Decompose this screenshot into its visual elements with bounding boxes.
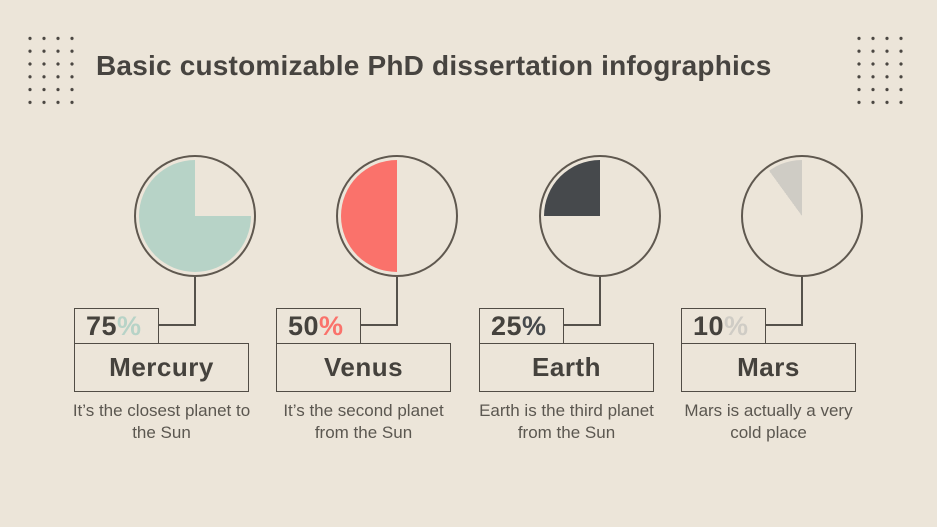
planet-card-mars: 10% Mars Mars is actually a very cold pl…: [681, 155, 863, 465]
pie-chart-venus: [336, 155, 458, 277]
connector-line-vertical: [801, 277, 803, 325]
percent-value: 25: [491, 310, 523, 341]
connector-line-horizontal: [360, 324, 398, 326]
pie-slice-venus: [341, 160, 453, 272]
pie-slice-mars: [746, 160, 858, 272]
planet-card-venus: 50% Venus It’s the second planet from th…: [276, 155, 458, 465]
planet-name-box-venus: Venus: [276, 343, 451, 392]
percent-sign: %: [522, 310, 547, 341]
percent-box-venus: 50%: [276, 308, 361, 343]
planet-name-box-mars: Mars: [681, 343, 856, 392]
planet-name: Mars: [737, 352, 800, 382]
planet-description: It’s the closest planet to the Sun: [72, 401, 251, 442]
connector-line-vertical: [396, 277, 398, 325]
planet-name: Earth: [532, 352, 601, 382]
percent-sign: %: [117, 310, 142, 341]
connector-line-vertical: [599, 277, 601, 325]
slide-title: Basic customizable PhD dissertation info…: [96, 50, 772, 81]
percent-value: 50: [288, 310, 320, 341]
planet-card-mercury: 75% Mercury It’s the closest planet to t…: [73, 155, 256, 465]
percent-box-earth: 25%: [479, 308, 564, 343]
planet-name: Mercury: [109, 352, 214, 382]
dot-grid-decoration-left: [23, 32, 79, 109]
percent-box-mercury: 75%: [74, 308, 159, 343]
dot-grid-decoration-right: [852, 32, 908, 109]
percent-value: 10: [693, 310, 725, 341]
pie-chart-earth: [539, 155, 661, 277]
percent-sign: %: [724, 310, 749, 341]
planet-description: Mars is actually a very cold place: [684, 401, 853, 442]
connector-line-horizontal: [765, 324, 803, 326]
planet-name: Venus: [323, 352, 404, 382]
percent-box-mars: 10%: [681, 308, 766, 343]
pie-chart-mars: [741, 155, 863, 277]
pie-chart-mercury: [134, 155, 256, 277]
planet-card-earth: 25% Earth Earth is the third planet from…: [479, 155, 661, 465]
pie-slice-mercury: [139, 160, 251, 272]
planet-name-box-mercury: Mercury: [74, 343, 249, 392]
planet-description: It’s the second planet from the Sun: [283, 401, 444, 442]
connector-line-horizontal: [158, 324, 196, 326]
connector-line-vertical: [194, 277, 196, 325]
percent-value: 75: [86, 310, 118, 341]
planet-description: Earth is the third planet from the Sun: [479, 401, 654, 442]
connector-line-horizontal: [563, 324, 601, 326]
planet-name-box-earth: Earth: [479, 343, 654, 392]
pie-slice-earth: [544, 160, 656, 272]
percent-sign: %: [319, 310, 344, 341]
